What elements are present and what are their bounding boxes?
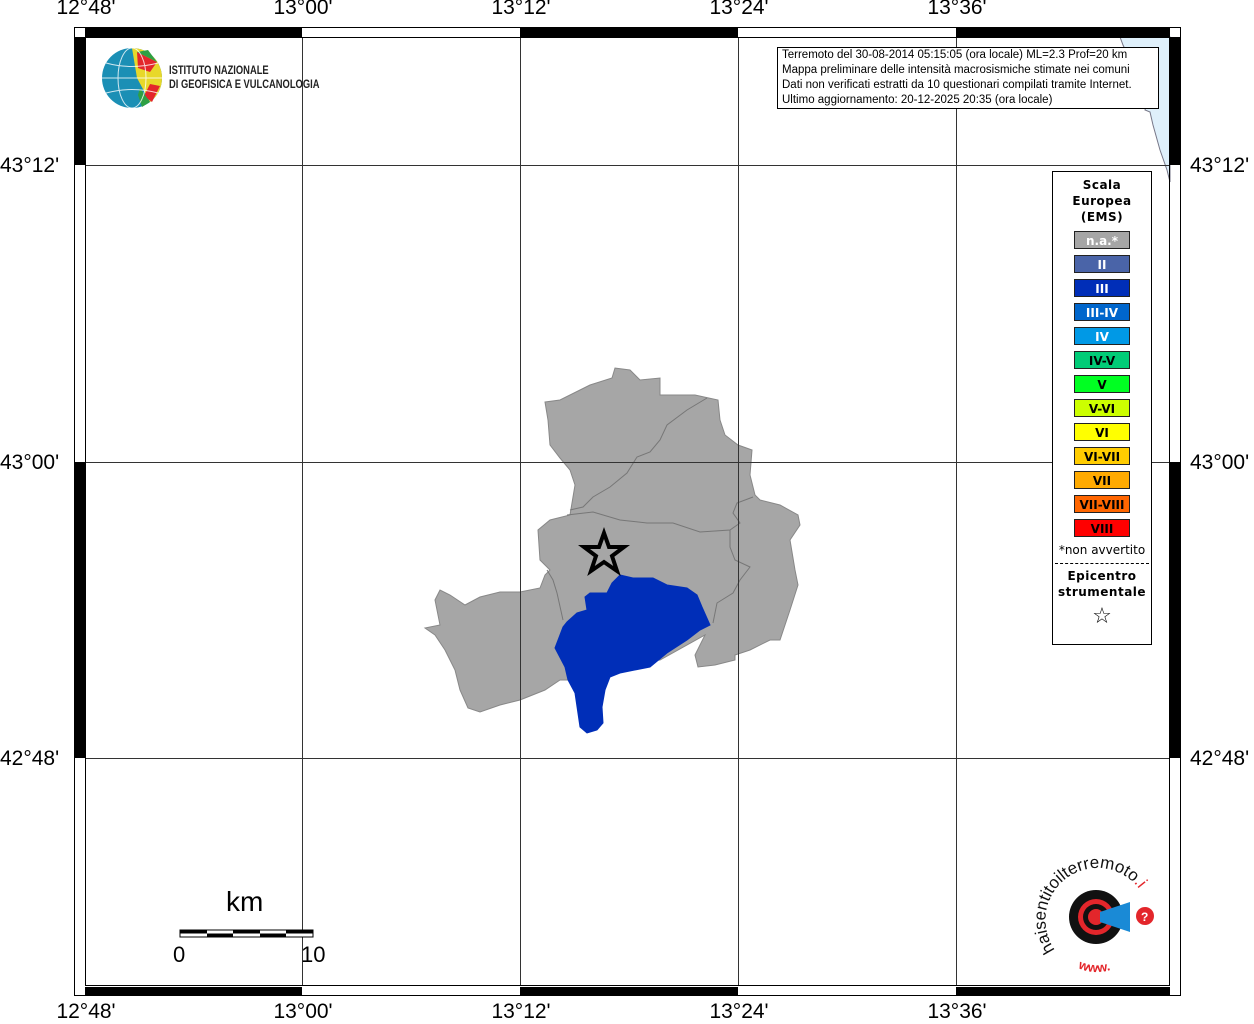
lon-label-top: 13°24': [709, 0, 769, 19]
lat-label-left: 43°12': [0, 154, 60, 177]
legend-swatch: VII: [1074, 471, 1130, 489]
info-line: Ultimo aggiornamento: 20-12-2025 20:35 (…: [782, 94, 1053, 106]
info-line: Dati non verificati estratti da 10 quest…: [782, 79, 1132, 91]
svg-text:www.: www.: [1076, 957, 1112, 976]
lon-label-bottom: 13°12': [491, 1000, 551, 1023]
lon-label-bottom: 12°48': [56, 1000, 116, 1023]
ingv-logo-globe: [102, 47, 162, 109]
info-line: Terremoto del 30-08-2014 05:15:05 (ora l…: [782, 49, 1128, 61]
intensity-legend: Scala Europea (EMS) n.a.* II III III-IV IV IV…: [1052, 171, 1152, 645]
ingv-line2: DI GEOFISICA E VULCANOLOGIA: [169, 77, 320, 91]
legend-swatch: V: [1074, 375, 1130, 393]
legend-note: *non avvertito: [1058, 543, 1146, 557]
lon-label-top: 12°48': [56, 0, 116, 19]
legend-swatches: n.a.* II III III-IV IV IV-V V V-VI VI VI-VII VII VI…: [1053, 231, 1151, 537]
lon-label-top: 13°12': [491, 0, 551, 19]
legend-swatch: III-IV: [1074, 303, 1130, 321]
legend-title-line: (EMS): [1080, 210, 1124, 224]
epicenter-star-icon: ☆: [1092, 604, 1112, 629]
epicenter-star[interactable]: [578, 527, 630, 577]
legend-title-line: Europea: [1072, 194, 1132, 208]
svg-text:?: ?: [1141, 910, 1148, 924]
legend-epicenter-label: Epicentro strumentale: [1053, 568, 1151, 600]
legend-swatch: VI-VII: [1074, 447, 1130, 465]
legend-swatch: VIII: [1074, 519, 1130, 537]
legend-swatch: VII-VIII: [1074, 495, 1130, 513]
lat-label-right: 43°12': [1190, 154, 1250, 177]
epicenter-label-line: strumentale: [1057, 585, 1147, 599]
graticule: [85, 37, 1170, 986]
lat-label-left: 42°48': [0, 747, 60, 770]
lon-label-top: 13°00': [273, 0, 333, 19]
legend-divider: [1055, 563, 1149, 564]
legend-swatch: III: [1074, 279, 1130, 297]
legend-swatch: IV-V: [1074, 351, 1130, 369]
map-frame: [74, 27, 1181, 996]
legend-swatch: n.a.*: [1074, 231, 1130, 249]
lat-label-right: 43°00': [1190, 451, 1250, 474]
scale-min: 0: [173, 942, 186, 967]
scale-unit: km: [226, 886, 264, 917]
ingv-line1: ISTITUTO NAZIONALE: [169, 63, 269, 77]
scale-max: 10: [301, 942, 326, 967]
legend-title-line: Scala: [1082, 178, 1122, 192]
info-line: Mappa preliminare delle intensità macros…: [782, 64, 1130, 76]
lat-label-right: 42°48': [1190, 747, 1250, 770]
lon-label-bottom: 13°36': [927, 1000, 987, 1023]
commune-intensity-III[interactable]: [554, 574, 711, 734]
event-info-box: Terremoto del 30-08-2014 05:15:05 (ora l…: [777, 47, 1159, 109]
lon-label-top: 13°36': [927, 0, 987, 19]
lon-label-bottom: 13°24': [709, 1000, 769, 1023]
scale-bar: [179, 929, 314, 938]
legend-title: Scala Europea (EMS): [1053, 177, 1151, 225]
legend-swatch: VI: [1074, 423, 1130, 441]
ingv-logo-text: ISTITUTO NAZIONALE DI GEOFISICA E VULCAN…: [169, 63, 319, 91]
lon-label-bottom: 13°00': [273, 1000, 333, 1023]
commune-borders: [546, 397, 754, 624]
legend-swatch: IV: [1074, 327, 1130, 345]
epicenter-label-line: Epicentro: [1067, 569, 1137, 583]
lat-label-left: 43°00': [0, 451, 60, 474]
legend-swatch: V-VI: [1074, 399, 1130, 417]
legend-swatch: II: [1074, 255, 1130, 273]
